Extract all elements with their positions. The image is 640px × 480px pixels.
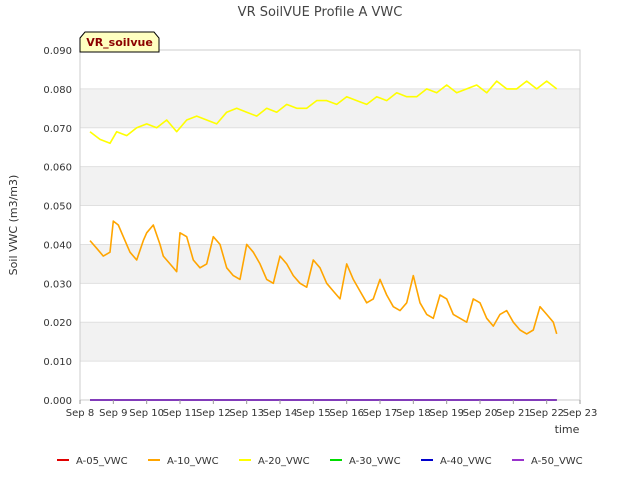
x-tick-label: Sep 15 xyxy=(296,408,331,419)
legend-label: A-40_VWC xyxy=(440,456,492,467)
y-axis-label: Soil VWC (m3/m3) xyxy=(7,175,20,276)
y-tick-label: 0.080 xyxy=(43,85,72,96)
x-tick-label: Sep 22 xyxy=(529,408,564,419)
plot-band xyxy=(80,166,580,206)
x-tick-label: Sep 13 xyxy=(229,408,264,419)
y-tick-label: 0.030 xyxy=(43,279,72,290)
plot-band xyxy=(80,283,580,323)
plot-band xyxy=(80,322,580,362)
x-tick-label: Sep 9 xyxy=(99,408,127,419)
x-tick-label: Sep 21 xyxy=(496,408,531,419)
chart-title: VR SoilVUE Profile A VWC xyxy=(238,5,403,20)
series-line-a-20-vwc xyxy=(89,80,558,145)
x-tick-label: Sep 20 xyxy=(463,408,498,419)
y-tick-label: 0.040 xyxy=(43,240,72,251)
station-badge: VR_soilvue xyxy=(79,31,160,53)
x-tick-label: Sep 14 xyxy=(263,408,298,419)
plot-band xyxy=(80,205,580,245)
x-tick-label: Sep 12 xyxy=(196,408,231,419)
y-axis-ticks: 0.000 0.010 0.020 0.030 0.040 0.050 0.060 0.070… xyxy=(43,46,72,407)
legend-label: A-20_VWC xyxy=(258,456,310,467)
legend-label: A-05_VWC xyxy=(76,456,128,467)
x-axis-label: time xyxy=(555,423,580,436)
x-tick-label: Sep 18 xyxy=(396,408,431,419)
x-tick-label: Sep 17 xyxy=(363,408,398,419)
plot-band xyxy=(80,127,580,167)
y-tick-label: 0.020 xyxy=(43,318,72,329)
legend-label: A-10_VWC xyxy=(167,456,219,467)
badge-label: VR_soilvue xyxy=(86,36,153,49)
y-tick-label: 0.050 xyxy=(43,202,72,213)
badge-shape xyxy=(79,31,160,53)
legend: A-05_VWC A-10_VWC A-20_VWC A-30_VWC A-40_VWC… xyxy=(57,456,583,467)
legend-label: A-50_VWC xyxy=(531,456,583,467)
x-tick-label: Sep 11 xyxy=(163,408,198,419)
plot-background xyxy=(80,49,580,401)
plot-band xyxy=(80,50,580,89)
y-tick-label: 0.010 xyxy=(43,357,72,368)
plot-band xyxy=(80,88,580,128)
y-tick-label: 0.090 xyxy=(43,46,72,57)
series-line-a-10-vwc xyxy=(89,220,558,335)
x-tick-label: Sep 23 xyxy=(563,408,598,419)
legend-label: A-30_VWC xyxy=(349,456,401,467)
plot-band xyxy=(80,244,580,284)
x-tick-label: Sep 10 xyxy=(129,408,164,419)
y-tick-label: 0.000 xyxy=(43,396,72,407)
x-tick-label: Sep 19 xyxy=(429,408,464,419)
plot-band xyxy=(80,361,580,400)
x-tick-label: Sep 8 xyxy=(66,408,94,419)
x-tick-label: Sep 16 xyxy=(329,408,364,419)
y-tick-label: 0.070 xyxy=(43,124,72,135)
y-tick-label: 0.060 xyxy=(43,163,72,174)
series-layer xyxy=(89,80,558,401)
